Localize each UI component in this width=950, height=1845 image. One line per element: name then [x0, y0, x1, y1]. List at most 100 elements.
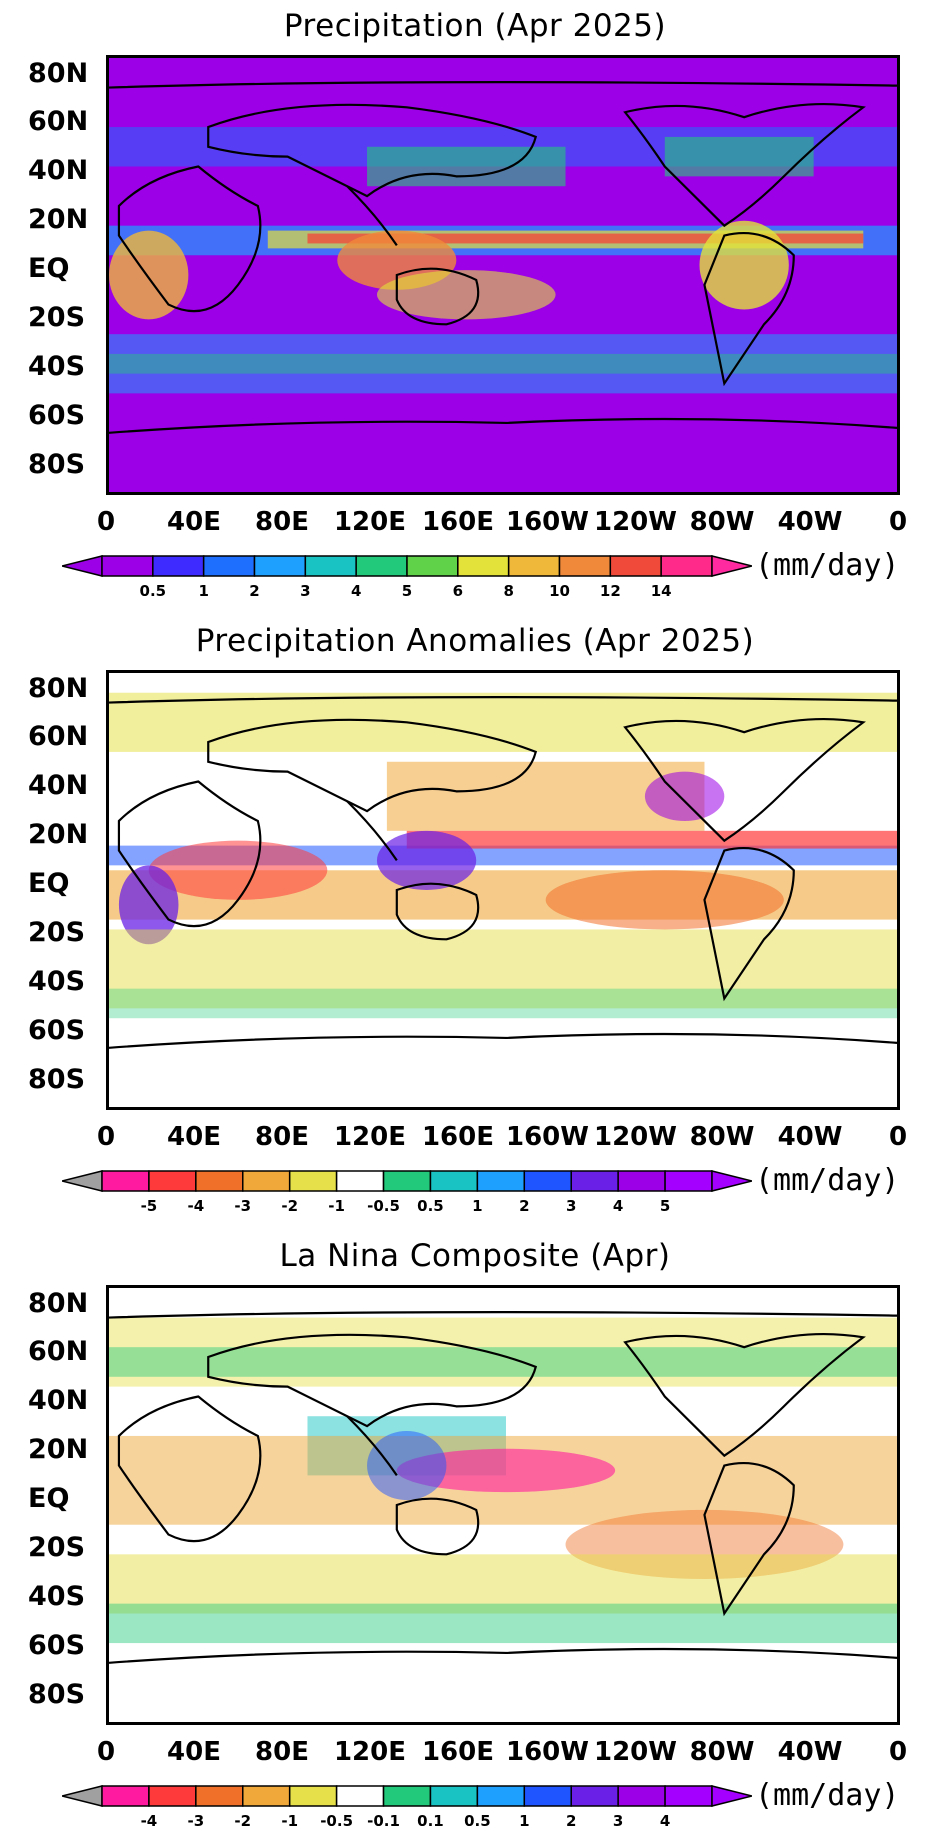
lon-label: 40E — [167, 507, 221, 537]
colorbar-under-arrow — [62, 1170, 103, 1192]
lat-label: 80S — [28, 449, 86, 480]
colorbar-level-label: -5 — [140, 1197, 158, 1215]
colorbar — [62, 555, 752, 577]
colorbar-level-label: 12 — [599, 582, 621, 600]
lat-label: 60N — [28, 1336, 89, 1367]
colorbar-swatch — [101, 1785, 150, 1807]
lat-label: 40N — [28, 155, 89, 186]
colorbar-swatch — [148, 1170, 197, 1192]
colorbar-level-label: 0.5 — [464, 1812, 491, 1830]
lon-label: 40W — [777, 1737, 843, 1767]
lat-label: 20S — [28, 917, 86, 948]
colorbar-level-label: 2 — [249, 582, 260, 600]
colorbar-under-arrow — [62, 1785, 103, 1807]
lon-label: 160W — [506, 1122, 589, 1152]
lon-label: 120E — [333, 1122, 407, 1152]
colorbar-level-label: 1 — [519, 1812, 530, 1830]
lat-label: 40S — [28, 351, 86, 382]
panel-title: Precipitation (Apr 2025) — [283, 8, 667, 44]
colorbar-level-label: 4 — [612, 1197, 624, 1215]
colorbar-swatch — [476, 1785, 526, 1807]
colorbar-level-label: 14 — [650, 582, 672, 600]
lon-label: 120W — [594, 1737, 677, 1767]
colorbar-swatch — [242, 1785, 291, 1807]
colorbar-swatch — [617, 1170, 666, 1192]
colorbar-svg — [62, 555, 752, 577]
lon-label: 160E — [421, 1737, 495, 1767]
lat-label: 20S — [28, 1532, 86, 1563]
la-nina-map — [106, 1285, 900, 1725]
colorbar-level-label: -0.1 — [367, 1812, 400, 1830]
colorbar-over-arrow — [711, 1785, 752, 1807]
colorbar-swatch — [202, 555, 256, 577]
anomaly-map — [106, 670, 900, 1110]
colorbar-swatch — [152, 555, 205, 577]
panel-la-nina-composite: La Nina Composite (Apr) 80 — [0, 1230, 950, 1845]
colorbar-swatch — [664, 1785, 713, 1807]
colorbar — [62, 1170, 752, 1192]
lat-label: 20S — [28, 302, 86, 333]
colorbar-over-arrow — [711, 1170, 752, 1192]
colorbar-swatch — [523, 1785, 572, 1807]
lon-label: 160E — [421, 507, 495, 537]
colorbar-swatch — [507, 555, 561, 577]
lon-label: 160E — [421, 1122, 495, 1152]
colorbar-level-label: 1 — [198, 582, 209, 600]
units-label: (mm/day) — [755, 1163, 900, 1198]
lat-label: 80N — [28, 673, 89, 704]
lat-label: 40S — [28, 966, 86, 997]
colorbar-level-label: -4 — [187, 1197, 205, 1215]
colorbar-level-label: 3 — [300, 582, 311, 600]
lat-label: 80S — [28, 1064, 86, 1095]
colorbar-level-label: -2 — [234, 1812, 252, 1830]
colorbar-under-arrow — [62, 555, 103, 577]
lon-label: 80W — [689, 507, 755, 537]
lon-label: 0 — [96, 1737, 116, 1767]
colorbar-level-label: 3 — [566, 1197, 577, 1215]
lon-label: 0 — [96, 1122, 116, 1152]
lon-label: 0 — [888, 507, 908, 537]
lat-label: 60S — [28, 1630, 86, 1661]
colorbar-level-label: -3 — [187, 1812, 205, 1830]
lon-label: 120W — [594, 1122, 677, 1152]
lat-label: 80N — [28, 58, 89, 89]
lat-label: 40N — [28, 770, 89, 801]
lon-label: 40W — [777, 1122, 843, 1152]
colorbar-level-label: 2 — [566, 1812, 577, 1830]
panel-title: La Nina Composite (Apr) — [279, 1238, 671, 1274]
colorbar-swatch — [429, 1170, 479, 1192]
lon-label: 160W — [506, 507, 589, 537]
colorbar-level-label: 0.1 — [417, 1812, 444, 1830]
precip-map — [106, 55, 900, 495]
lat-label: 60S — [28, 1015, 86, 1046]
colorbar-swatch — [148, 1785, 197, 1807]
colorbar-swatch — [523, 1170, 572, 1192]
lon-label: 40W — [777, 507, 843, 537]
lon-label: 0 — [96, 507, 116, 537]
colorbar-level-label: 2 — [519, 1197, 530, 1215]
colorbar-level-label: 4 — [350, 582, 362, 600]
lon-label: 80W — [689, 1737, 755, 1767]
colorbar-level-label: 3 — [612, 1812, 624, 1830]
colorbar-swatch — [288, 1170, 338, 1192]
colorbar-swatch — [617, 1785, 666, 1807]
precip-map-svg — [109, 58, 897, 492]
colorbar-swatch — [664, 1170, 713, 1192]
colorbar-level-label: -3 — [234, 1197, 252, 1215]
colorbar-swatch — [406, 555, 459, 577]
lon-label: 120W — [594, 507, 677, 537]
lon-label: 40E — [167, 1122, 221, 1152]
lat-label: 20N — [28, 204, 89, 235]
colorbar-level-label: -0.5 — [367, 1197, 400, 1215]
colorbar-swatch — [101, 555, 154, 577]
colorbar-level-label: -1 — [281, 1812, 299, 1830]
lat-label: EQ — [28, 253, 70, 284]
colorbar-level-label: 10 — [549, 582, 570, 600]
colorbar-swatch — [335, 1170, 385, 1192]
colorbar-level-label: 5 — [401, 582, 413, 600]
lon-label: 80E — [255, 507, 309, 537]
colorbar-swatch — [355, 555, 408, 577]
colorbar-swatch — [382, 1785, 432, 1807]
colorbar-swatch — [195, 1785, 244, 1807]
lat-label: EQ — [28, 1483, 70, 1514]
